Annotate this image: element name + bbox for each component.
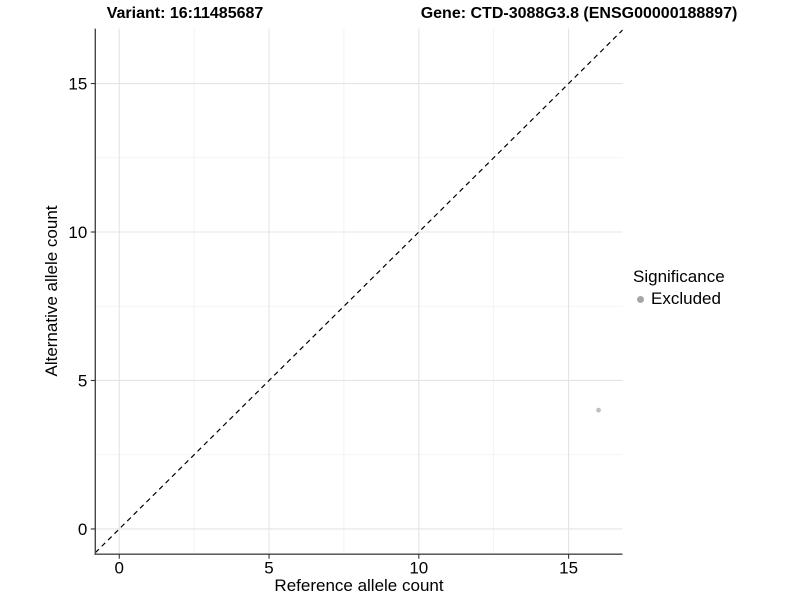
- plot-title-variant: Variant: 16:11485687: [106, 5, 264, 22]
- x-tick-label: 10: [409, 559, 428, 578]
- y-tick-label: 10: [68, 223, 87, 242]
- legend-entry-label: Excluded: [651, 289, 721, 309]
- x-tick-label: 15: [559, 559, 578, 578]
- x-tick-label: 5: [264, 559, 273, 578]
- legend: Significance Excluded: [633, 266, 725, 311]
- y-tick-label: 5: [78, 371, 87, 390]
- legend-entry-excluded: Excluded: [633, 288, 725, 310]
- y-tick-label: 0: [78, 520, 87, 539]
- x-axis-label: Reference allele count: [274, 576, 444, 595]
- x-tick-label: 0: [115, 559, 124, 578]
- y-tick-label: 15: [68, 75, 87, 94]
- data-point: [596, 407, 601, 413]
- y-axis-label: Alternative allele count: [42, 205, 61, 377]
- identity-dashed-line: [94, 29, 623, 554]
- legend-key-dot-icon: [637, 296, 644, 304]
- legend-title: Significance: [633, 267, 725, 286]
- plot-title-gene: Gene: CTD-3088G3.8 (ENSG00000188897): [420, 5, 738, 22]
